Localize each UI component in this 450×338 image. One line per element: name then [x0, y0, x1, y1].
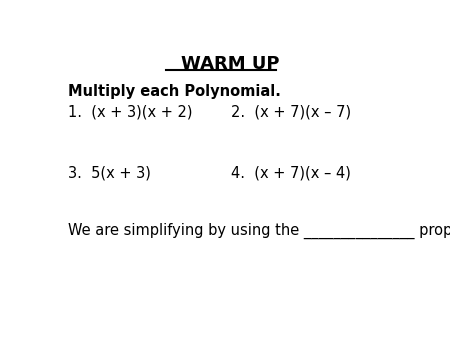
Text: We are simplifying by using the _______________ property.: We are simplifying by using the ________…: [68, 223, 450, 239]
Text: Multiply each Polynomial.: Multiply each Polynomial.: [68, 83, 281, 98]
Text: WARM UP: WARM UP: [181, 55, 280, 73]
Text: 4.  (x + 7)(x – 4): 4. (x + 7)(x – 4): [230, 166, 351, 180]
Text: 2.  (x + 7)(x – 7): 2. (x + 7)(x – 7): [230, 104, 351, 119]
Text: 1.  (x + 3)(x + 2): 1. (x + 3)(x + 2): [68, 104, 193, 119]
Text: 3.  5(x + 3): 3. 5(x + 3): [68, 166, 151, 180]
